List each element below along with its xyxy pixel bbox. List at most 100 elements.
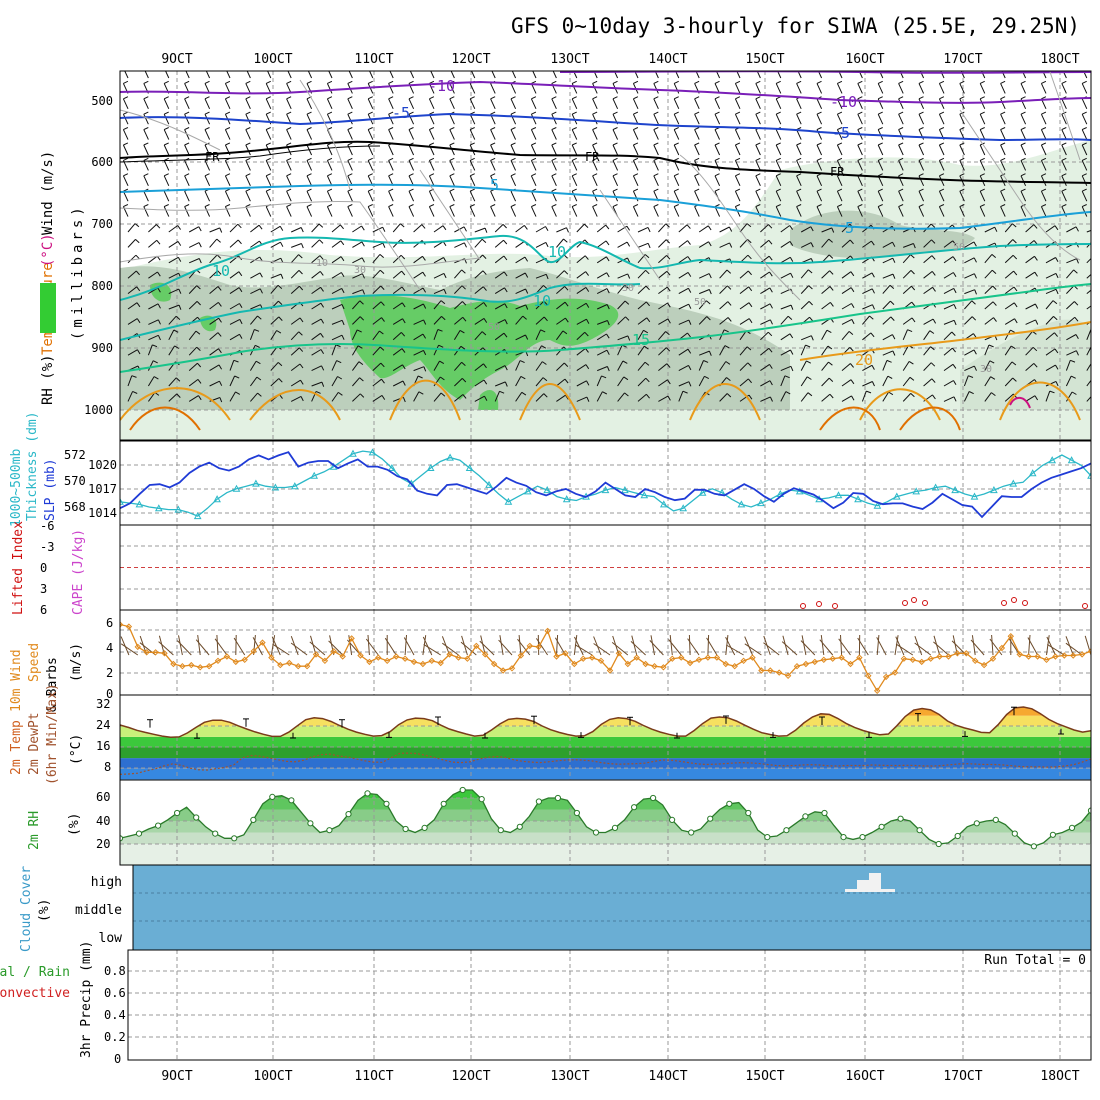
wind-barb-flag — [502, 224, 507, 229]
wind-barb — [388, 206, 394, 217]
temp-series — [120, 695, 1091, 775]
wind-barb-flag — [321, 381, 325, 387]
wind-speed-point — [286, 659, 293, 667]
wind-barb — [1000, 129, 1006, 140]
wind-barb — [796, 98, 802, 110]
wind-barb-flag — [592, 142, 598, 146]
wind-barb — [1086, 229, 1091, 233]
wind-barb — [372, 362, 382, 371]
wind-barb-flag — [979, 111, 985, 115]
ylabel-2m-rh: 2m RH — [27, 811, 42, 850]
wind-speed-point — [401, 655, 409, 662]
wind-barb-flag — [163, 204, 169, 208]
wind-barb-flag — [198, 258, 202, 264]
wind-barb-flag — [265, 127, 271, 131]
wind-barb-flag — [918, 127, 924, 131]
wind-barb — [857, 113, 863, 125]
wind-barb — [984, 344, 990, 356]
wind-barb — [592, 129, 598, 140]
wind-barb — [494, 287, 505, 295]
wind-barb — [229, 318, 241, 325]
wind-barb — [163, 175, 170, 187]
wind-barb-flag — [245, 157, 251, 161]
wind-barb-flag — [484, 395, 488, 401]
wind-barb-flag — [327, 188, 333, 192]
wind-barb-flag — [703, 360, 709, 363]
wind-10m-barb — [384, 637, 397, 656]
wind-speed-point — [820, 656, 828, 664]
wind-barb-flag — [565, 394, 569, 400]
thickness-point — [1067, 456, 1076, 464]
wind-barb — [571, 144, 578, 156]
thickness-point — [349, 449, 357, 457]
wind-barb — [838, 71, 843, 79]
wind-barb — [369, 71, 374, 79]
wind-barb — [1040, 206, 1047, 217]
wind-barb — [617, 392, 625, 402]
wind-barb — [1081, 98, 1088, 110]
wind-barb — [821, 329, 828, 341]
wind-barb-flag — [1032, 330, 1037, 335]
wind-barb — [678, 381, 690, 387]
wind-barb — [755, 160, 761, 171]
wind-barb-flag — [1094, 393, 1098, 396]
wind-barb-flag — [265, 173, 271, 177]
wind-barb — [530, 113, 537, 125]
wind-barb — [1020, 190, 1027, 202]
wind-barb — [408, 160, 415, 171]
wind-barb — [388, 83, 394, 94]
precip-ylabel: 3hr Precip (mm) — [79, 941, 94, 1058]
wind-barb — [698, 241, 709, 248]
wind-barb — [1086, 329, 1091, 340]
wind-barb-flag — [930, 362, 936, 367]
wind-barb — [249, 376, 258, 387]
wind-barb — [653, 206, 659, 217]
wind-barb-flag — [1055, 381, 1059, 387]
wind-barb — [430, 71, 435, 79]
wind-barb-flag — [633, 188, 639, 192]
wind-barb-flag — [319, 271, 324, 276]
wind-barb-flag — [380, 301, 385, 306]
wind-barb — [898, 129, 904, 140]
wind-barb — [311, 239, 320, 248]
lifted-index-point — [800, 603, 806, 609]
rh-point — [212, 830, 219, 837]
wind-barb-flag — [1052, 300, 1058, 305]
wind-barb-flag — [531, 96, 537, 100]
wind-barb — [964, 273, 975, 279]
wind-barb — [143, 98, 149, 110]
wind-barb-flag — [1011, 361, 1017, 366]
wind-barb — [862, 315, 870, 325]
wind-barb-flag — [989, 360, 995, 364]
rh-point — [611, 824, 619, 832]
wind-barb-flag — [320, 349, 325, 355]
wind-barb-flag — [562, 330, 568, 335]
wind-barb-flag — [380, 362, 385, 368]
wind-barb-flag — [1041, 111, 1047, 115]
wind-barb — [311, 271, 321, 279]
rh-series — [120, 780, 1091, 850]
wind-barb — [168, 345, 176, 356]
wind-barb — [841, 379, 852, 387]
rh-point — [783, 827, 790, 834]
rh-point — [135, 830, 143, 837]
wind-barb — [147, 360, 154, 371]
wind-speed-point — [802, 660, 810, 668]
wind-barb-flag — [959, 80, 965, 84]
wind-barb — [188, 285, 198, 294]
wind-barb-flag — [408, 173, 414, 177]
wind-barb-flag — [525, 334, 529, 340]
wind-barb — [984, 285, 994, 294]
wind-barb-flag — [184, 173, 190, 177]
wind-barb-flag — [178, 288, 182, 294]
wind-barb — [816, 144, 823, 156]
wind-barb — [821, 238, 830, 248]
wind-speed-point — [277, 661, 284, 669]
lifted-index-point — [1001, 600, 1007, 606]
rh-point — [155, 822, 162, 829]
wind-barb-flag — [319, 239, 324, 244]
wind-barb — [372, 254, 381, 264]
wind-barb-flag — [829, 270, 834, 275]
wind-barb — [714, 144, 721, 156]
wind-barb — [204, 206, 211, 217]
